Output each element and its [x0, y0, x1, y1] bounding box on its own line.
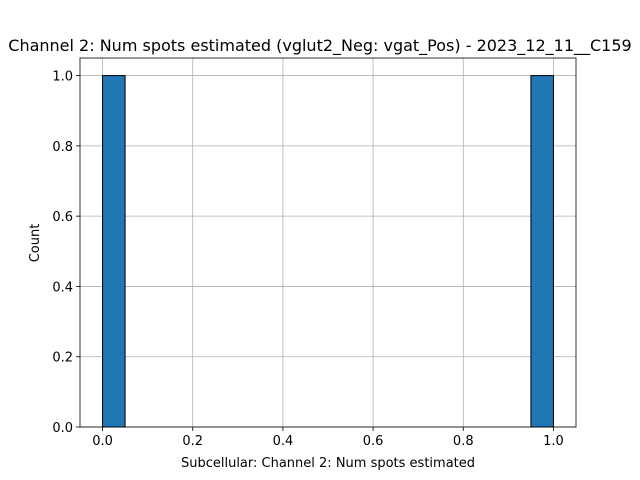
- plot-frame: [79, 57, 577, 428]
- x-tick-label: 0.8: [453, 434, 474, 449]
- x-tick-label: 0.6: [363, 434, 384, 449]
- x-tick-label: 1.0: [543, 434, 564, 449]
- histogram-bar: [102, 75, 126, 428]
- y-axis-label: Count: [28, 224, 43, 263]
- chart-title: Channel 2: Num spots estimated (vglut2_N…: [8, 36, 631, 56]
- y-tick-label: 1.0: [52, 70, 73, 85]
- axes: [79, 57, 577, 428]
- y-tick-label: 0.8: [52, 140, 73, 155]
- bars: [102, 75, 554, 428]
- x-tick-label: 0.4: [273, 434, 294, 449]
- y-tick-label: 0.6: [52, 210, 73, 225]
- histogram-bar: [530, 75, 554, 428]
- x-tick-label: 0.0: [92, 434, 113, 449]
- grid: [80, 58, 576, 428]
- x-tick-label: 0.2: [182, 434, 203, 449]
- x-axis-label: Subcellular: Channel 2: Num spots estima…: [181, 456, 475, 471]
- y-tick-label: 0.4: [52, 280, 73, 295]
- y-ticks: 0.0 0.2 0.4 0.6 0.8 1.0: [52, 70, 80, 436]
- x-ticks: 0.0 0.2 0.4 0.6 0.8 1.0: [92, 427, 564, 449]
- y-tick-label: 0.2: [52, 351, 73, 366]
- y-tick-label: 0.0: [52, 421, 73, 436]
